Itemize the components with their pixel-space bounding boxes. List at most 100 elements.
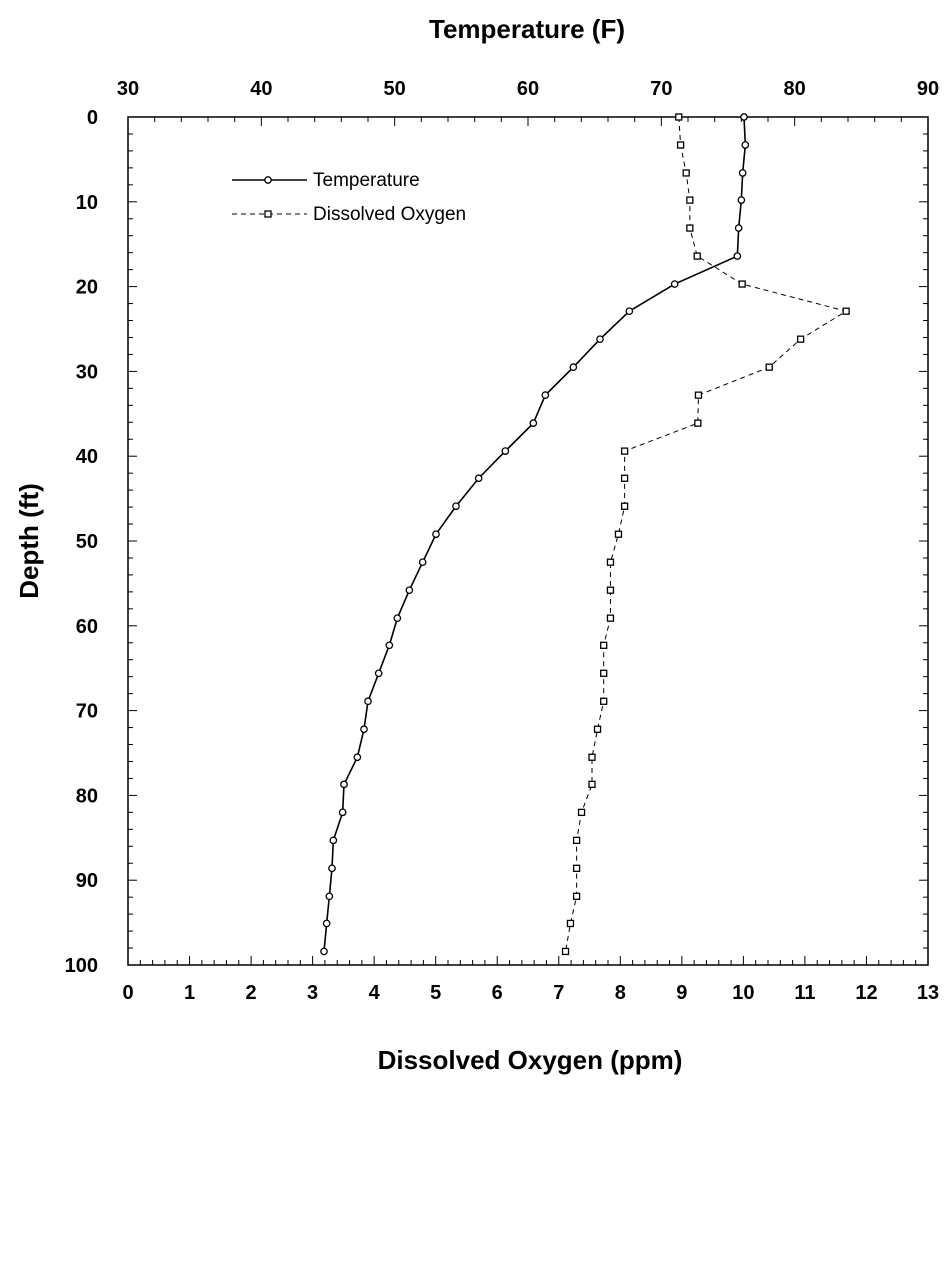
data-point-dissolved-oxygen [572, 864, 581, 872]
bottom-tick-label: 4 [369, 982, 381, 1004]
data-point-temperature [328, 864, 336, 873]
left-tick-label: 90 [76, 870, 98, 892]
data-point-dissolved-oxygen [600, 697, 608, 705]
legend-item-temperature: Temperature [232, 170, 420, 191]
data-point-temperature [322, 919, 331, 928]
data-point-temperature [320, 947, 328, 956]
right-axis-ticks [919, 116, 928, 966]
left-tick-label: 0 [87, 107, 98, 129]
left-tick-label: 70 [76, 701, 98, 723]
left-tick-label: 60 [76, 616, 98, 638]
data-point-dissolved-oxygen [693, 252, 701, 260]
legend-label-temperature: Temperature [313, 170, 420, 191]
data-point-dissolved-oxygen [593, 725, 602, 733]
data-point-dissolved-oxygen [614, 530, 623, 538]
bottom-tick-label: 3 [307, 982, 318, 1004]
data-point-dissolved-oxygen [675, 113, 683, 121]
bottom-tick-label: 2 [246, 982, 257, 1004]
data-point-temperature [329, 836, 338, 845]
data-point-dissolved-oxygen [606, 614, 615, 622]
data-point-dissolved-oxygen [620, 447, 629, 455]
data-point-temperature [474, 474, 483, 483]
left-tick-label: 80 [76, 785, 98, 807]
left-axis-title: Depth (ft) [14, 483, 44, 599]
data-point-temperature [405, 586, 414, 595]
data-point-dissolved-oxygen [572, 836, 581, 844]
data-point-temperature [740, 113, 748, 121]
data-point-temperature [325, 892, 334, 901]
plot-frame [127, 116, 929, 966]
data-point-dissolved-oxygen [694, 419, 702, 427]
legend-marker-temperature [264, 176, 272, 184]
series-line-temperature [323, 116, 747, 952]
data-point-dissolved-oxygen [606, 586, 615, 594]
top-tick-label: 80 [784, 78, 806, 100]
top-axis-title: Temperature (F) [429, 14, 625, 44]
bottom-tick-label: 10 [732, 982, 754, 1004]
data-point-temperature [738, 169, 747, 177]
data-point-temperature [733, 252, 742, 260]
data-point-dissolved-oxygen [694, 391, 703, 399]
data-point-dissolved-oxygen [588, 780, 596, 789]
data-point-dissolved-oxygen [842, 307, 850, 315]
top-tick-label: 40 [250, 78, 272, 100]
data-point-temperature [737, 196, 746, 204]
data-point-dissolved-oxygen [796, 335, 805, 343]
data-point-temperature [625, 307, 634, 316]
data-point-temperature [360, 725, 368, 734]
bottom-axis-tick-labels: 0 1 2 3 4 5 6 7 8 9 10 11 12 13 [122, 982, 939, 1004]
data-point-dissolved-oxygen [600, 669, 608, 677]
left-axis-tick-labels: 0 10 20 30 40 50 60 70 80 90 100 [65, 107, 98, 977]
data-point-temperature [541, 391, 550, 399]
data-point-temperature [338, 808, 347, 817]
top-tick-label: 70 [650, 78, 672, 100]
data-point-dissolved-oxygen [676, 141, 685, 149]
left-tick-label: 10 [76, 192, 98, 214]
data-point-dissolved-oxygen [566, 919, 575, 928]
data-point-dissolved-oxygen [686, 196, 694, 204]
data-point-temperature [418, 558, 427, 567]
bottom-axis-title: Dissolved Oxygen (ppm) [378, 1045, 683, 1075]
data-point-dissolved-oxygen [620, 502, 629, 510]
data-point-temperature [432, 530, 440, 539]
left-axis-ticks [128, 116, 137, 966]
data-point-temperature [353, 753, 362, 762]
data-point-temperature [501, 447, 510, 455]
data-point-dissolved-oxygen [686, 224, 694, 232]
data-point-temperature [529, 419, 538, 427]
data-point-temperature [596, 335, 604, 344]
top-tick-label: 60 [517, 78, 539, 100]
left-tick-label: 100 [65, 955, 98, 977]
top-tick-label: 50 [384, 78, 406, 100]
data-point-temperature [364, 697, 372, 706]
legend: Temperature Dissolved Oxygen [232, 170, 466, 225]
top-tick-label: 30 [117, 78, 139, 100]
left-tick-label: 20 [76, 277, 98, 299]
data-point-temperature [741, 141, 750, 149]
data-point-dissolved-oxygen [738, 280, 746, 288]
data-point-temperature [340, 780, 348, 789]
top-axis-tick-labels: 30 40 50 60 70 80 90 [117, 78, 939, 100]
data-point-dissolved-oxygen [600, 641, 608, 649]
bottom-tick-label: 1 [184, 982, 195, 1004]
data-point-temperature [393, 614, 402, 623]
bottom-tick-label: 0 [122, 982, 133, 1004]
bottom-tick-label: 6 [492, 982, 503, 1004]
data-point-dissolved-oxygen [572, 892, 581, 900]
series-temperature [320, 113, 750, 956]
data-point-dissolved-oxygen [682, 169, 690, 177]
left-tick-label: 50 [76, 531, 98, 553]
data-point-temperature [452, 502, 460, 511]
series-line-dissolved-oxygen [565, 116, 848, 952]
bottom-tick-label: 12 [855, 982, 877, 1004]
data-point-temperature [670, 280, 679, 288]
bottom-tick-label: 8 [615, 982, 626, 1004]
data-point-dissolved-oxygen [620, 474, 629, 482]
data-point-dissolved-oxygen [606, 558, 615, 566]
top-tick-label: 90 [917, 78, 939, 100]
bottom-axis-ticks [127, 956, 929, 965]
bottom-tick-label: 11 [794, 982, 815, 1004]
data-point-dissolved-oxygen [765, 363, 773, 371]
bottom-tick-label: 13 [917, 982, 939, 1004]
